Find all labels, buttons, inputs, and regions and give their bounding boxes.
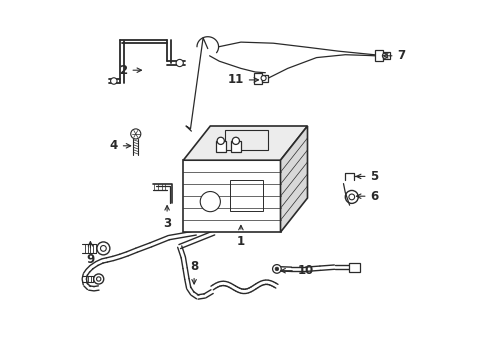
Circle shape: [97, 242, 110, 255]
Text: 6: 6: [356, 190, 378, 203]
Circle shape: [94, 274, 103, 284]
Text: 3: 3: [163, 206, 171, 230]
Circle shape: [272, 265, 281, 273]
Bar: [230, 141, 241, 152]
Circle shape: [382, 53, 386, 58]
Bar: [261, 75, 268, 82]
Bar: [348, 263, 359, 272]
Bar: [382, 52, 389, 59]
Circle shape: [176, 59, 183, 67]
Circle shape: [348, 194, 354, 200]
Text: 5: 5: [356, 170, 378, 183]
Bar: [183, 160, 280, 232]
Text: 10: 10: [280, 264, 313, 277]
Text: 9: 9: [86, 242, 94, 266]
Text: 1: 1: [236, 225, 244, 248]
Text: 11: 11: [227, 73, 258, 86]
Circle shape: [345, 190, 358, 203]
Polygon shape: [280, 126, 307, 232]
Circle shape: [217, 137, 224, 144]
Bar: [374, 50, 382, 61]
Bar: [215, 141, 225, 152]
Circle shape: [101, 246, 106, 251]
Text: 8: 8: [189, 260, 198, 284]
Bar: [230, 180, 262, 211]
Circle shape: [96, 277, 101, 281]
Text: 4: 4: [109, 139, 130, 152]
Polygon shape: [183, 126, 307, 160]
Circle shape: [261, 76, 265, 81]
Circle shape: [275, 267, 278, 271]
Text: 7: 7: [383, 49, 405, 62]
Text: 2: 2: [119, 64, 141, 77]
Circle shape: [232, 137, 239, 144]
Circle shape: [110, 78, 117, 84]
Bar: [253, 73, 261, 84]
Circle shape: [130, 129, 141, 139]
Circle shape: [200, 192, 220, 212]
Bar: [224, 130, 267, 150]
